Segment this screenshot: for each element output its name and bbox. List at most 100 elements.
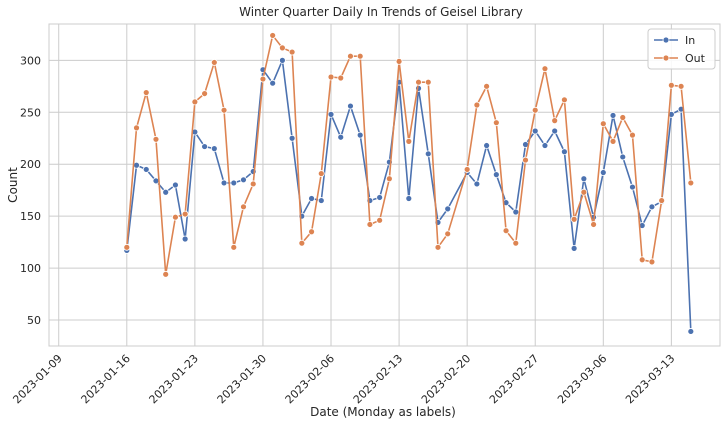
- data-point-out: [434, 243, 442, 251]
- data-point-out: [162, 270, 170, 278]
- data-point-out: [687, 179, 695, 187]
- data-point-out: [463, 166, 471, 173]
- data-point-in: [278, 56, 286, 64]
- data-point-out: [599, 120, 607, 128]
- data-point-in: [288, 134, 296, 142]
- data-point-out: [677, 82, 685, 90]
- x-tick-label: 2023-02-20: [419, 352, 473, 406]
- x-tick-label: 2023-01-09: [10, 352, 64, 406]
- data-point-out: [240, 203, 247, 211]
- x-tick-label: 2023-01-23: [147, 352, 201, 406]
- data-point-out: [415, 78, 422, 86]
- data-point-out: [444, 230, 452, 238]
- x-tick-label: 2023-01-16: [79, 352, 133, 406]
- data-point-out: [298, 239, 306, 247]
- data-point-out: [220, 106, 228, 114]
- data-point-out: [667, 81, 675, 89]
- data-point-out: [123, 243, 131, 251]
- data-point-out: [269, 32, 277, 39]
- data-point-out: [133, 124, 140, 132]
- data-point-in: [376, 194, 384, 201]
- data-point-out: [590, 221, 597, 228]
- data-point-in: [609, 112, 617, 119]
- data-point-out: [638, 256, 646, 264]
- data-point-out: [580, 188, 588, 196]
- data-point-in: [220, 179, 228, 187]
- data-point-in: [162, 188, 170, 196]
- data-point-in: [483, 142, 491, 149]
- data-point-in: [210, 145, 218, 153]
- data-point-out: [551, 117, 559, 124]
- data-point-out: [629, 131, 636, 139]
- data-point-in: [580, 175, 588, 183]
- x-tick-label: 2023-03-13: [623, 352, 677, 406]
- data-point-out: [483, 82, 491, 90]
- data-point-out: [424, 78, 432, 86]
- data-point-in: [599, 169, 607, 176]
- y-tick-label: 50: [27, 314, 41, 327]
- data-point-out: [356, 52, 364, 60]
- data-point-out: [347, 52, 354, 60]
- x-axis-title: Date (Monday as labels): [310, 405, 456, 419]
- y-tick-label: 100: [20, 262, 41, 275]
- data-point-out: [181, 210, 189, 218]
- data-point-in: [405, 195, 413, 202]
- data-point-out: [230, 243, 238, 251]
- data-point-out: [288, 48, 296, 56]
- data-point-in: [142, 166, 150, 173]
- data-point-out: [210, 59, 218, 66]
- series-line-out: [126, 34, 692, 276]
- data-point-out: [541, 65, 549, 73]
- data-point-out: [142, 89, 150, 96]
- data-point-in: [317, 197, 325, 204]
- data-point-in: [444, 205, 452, 213]
- data-point-in: [629, 183, 636, 191]
- data-point-out: [561, 96, 568, 104]
- data-point-out: [337, 74, 345, 82]
- x-tick-label: 2023-02-13: [351, 352, 405, 406]
- data-point-out: [648, 258, 656, 266]
- series-out: [123, 32, 695, 278]
- data-point-in: [181, 235, 189, 243]
- data-point-out: [327, 73, 335, 81]
- data-point-in: [230, 179, 238, 187]
- data-point-out: [278, 44, 286, 52]
- legend-label: In: [685, 34, 695, 47]
- data-point-out: [395, 57, 403, 65]
- data-point-out: [609, 137, 617, 145]
- data-point-in: [619, 153, 627, 161]
- data-point-in: [172, 181, 179, 189]
- data-point-out: [249, 180, 257, 188]
- data-point-in: [541, 142, 549, 149]
- chart-title: Winter Quarter Daily In Trends of Geisel…: [239, 5, 523, 19]
- data-point-in: [492, 171, 500, 179]
- x-axis: 2023-01-09 2023-01-16 2023-01-23 2023-01-30…: [10, 352, 677, 406]
- data-point-out: [308, 228, 315, 236]
- data-point-in: [473, 180, 481, 188]
- data-point-out: [172, 213, 179, 221]
- data-point-in: [531, 127, 539, 135]
- plot-area: [48, 23, 721, 347]
- x-tick-label: 2023-02-06: [283, 352, 337, 406]
- data-point-in: [648, 203, 656, 211]
- y-tick-label: 300: [20, 54, 41, 67]
- y-tick-label: 250: [20, 106, 41, 119]
- data-point-in: [240, 176, 247, 184]
- y-tick-label: 150: [20, 210, 41, 223]
- y-tick-label: 200: [20, 158, 41, 171]
- data-point-out: [531, 106, 539, 114]
- data-point-out: [570, 215, 578, 223]
- series-line-in: [126, 59, 692, 332]
- data-point-out: [376, 216, 384, 224]
- data-point-in: [570, 244, 578, 252]
- legend-swatch-marker: [662, 54, 670, 62]
- series-layer: [123, 32, 695, 335]
- data-point-out: [366, 221, 374, 228]
- y-axis: 50 100 150 200 250 300: [20, 54, 41, 327]
- data-point-in: [687, 328, 695, 335]
- data-point-out: [512, 239, 520, 247]
- data-point-out: [473, 101, 481, 109]
- y-axis-title: Count: [6, 167, 20, 203]
- legend-swatch-marker: [662, 36, 670, 44]
